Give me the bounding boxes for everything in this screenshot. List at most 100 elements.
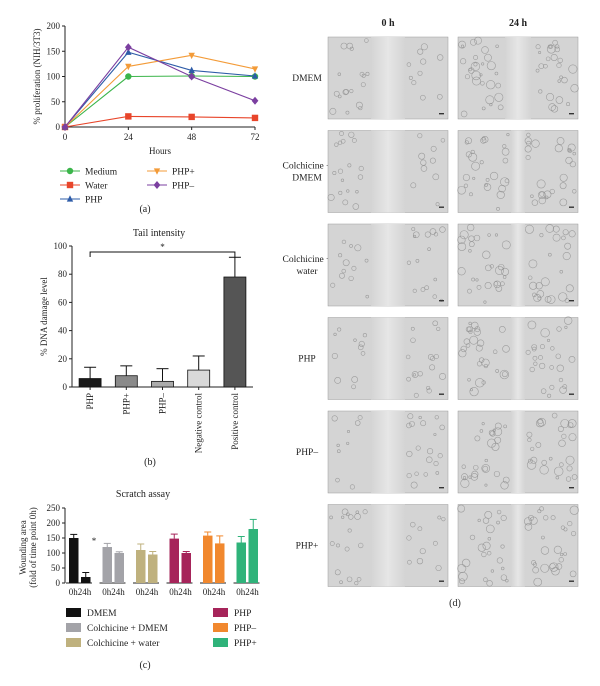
significance-bracket	[89, 251, 236, 257]
cell-speck	[562, 229, 569, 236]
cell-speck	[412, 288, 417, 293]
cell-speck	[410, 521, 416, 528]
bar	[223, 276, 247, 388]
cell-speck	[558, 557, 564, 563]
cell-speck	[348, 275, 354, 281]
cell-speck	[482, 250, 491, 259]
x-group-label: 0h24h	[169, 587, 192, 597]
cell-speck	[482, 517, 490, 524]
cell-speck	[557, 79, 561, 83]
cell-speck	[471, 70, 481, 81]
row-label: DMEM	[292, 74, 322, 84]
cell-speck	[339, 131, 344, 136]
cell-speck	[420, 43, 428, 51]
cell-speck	[499, 369, 510, 380]
cell-speck	[473, 464, 479, 471]
cell-speck	[420, 420, 427, 427]
bar	[169, 538, 179, 583]
cell-speck	[433, 460, 439, 467]
cell-speck	[481, 422, 485, 426]
cell-speck	[566, 102, 571, 107]
cell-speck	[458, 571, 468, 582]
cell-speck	[556, 326, 562, 332]
micrograph-cell	[327, 130, 449, 213]
cell-speck	[406, 473, 412, 479]
cell-speck	[351, 265, 357, 271]
cell-speck	[486, 551, 492, 556]
cell-speck	[486, 61, 496, 71]
cell-speck	[473, 328, 481, 336]
cell-speck	[572, 151, 576, 156]
cell-speck	[461, 558, 471, 568]
cell-speck	[483, 577, 488, 582]
x-tick-label: 72	[251, 132, 260, 142]
cell-speck	[492, 349, 498, 354]
legend-marker	[66, 167, 74, 175]
cell-speck	[494, 92, 504, 102]
cell-speck	[494, 422, 502, 430]
cell-speck	[364, 38, 369, 43]
cell-speck	[536, 290, 545, 298]
cell-speck	[495, 369, 499, 373]
cell-speck	[417, 48, 424, 55]
cell-speck	[532, 355, 538, 361]
cell-speck	[565, 476, 572, 482]
cell-speck	[459, 578, 465, 585]
cell-speck	[420, 159, 427, 166]
cell-speck	[418, 415, 422, 420]
cell-speck	[535, 44, 541, 50]
scale-bar	[439, 206, 444, 208]
y-tick-label: 0	[56, 578, 61, 588]
cell-speck	[354, 581, 359, 586]
cell-speck	[429, 364, 436, 371]
legend-label: PHP–	[234, 624, 256, 634]
x-axis-title: Hours	[149, 146, 171, 156]
cell-speck	[416, 557, 424, 565]
legend-swatch	[66, 638, 81, 647]
panel-c-title: Scratch assay	[116, 489, 170, 500]
y-tick-label: 50	[51, 97, 61, 107]
cell-speck	[463, 183, 468, 188]
cell-speck	[565, 156, 573, 165]
legend-label: Water	[85, 182, 108, 192]
significance-star: *	[92, 536, 97, 546]
cell-speck	[474, 435, 481, 442]
cell-speck	[333, 332, 337, 336]
cell-speck	[531, 199, 539, 206]
cell-speck	[459, 230, 469, 240]
cell-speck	[472, 176, 476, 180]
data-point	[124, 43, 132, 52]
cell-speck	[432, 173, 440, 181]
cell-speck	[473, 55, 479, 60]
cell-speck	[337, 168, 344, 174]
cell-speck	[501, 240, 511, 250]
cell-speck	[531, 344, 538, 351]
scale-bar	[439, 113, 444, 115]
cell-speck	[408, 75, 413, 80]
bar	[151, 380, 174, 388]
cell-speck	[439, 424, 445, 431]
cell-speck	[496, 206, 500, 211]
cell-speck	[546, 338, 551, 342]
legend-label: PHP+	[234, 639, 257, 649]
cell-speck	[360, 351, 366, 356]
cell-speck	[426, 388, 432, 394]
cell-speck	[469, 388, 473, 392]
panel-a-label: (a)	[139, 204, 150, 215]
cell-speck	[500, 177, 510, 187]
cell-speck	[347, 528, 352, 533]
cell-speck	[341, 515, 345, 519]
cell-speck	[561, 76, 568, 84]
cell-speck	[474, 326, 481, 333]
cell-speck	[540, 277, 550, 287]
data-point	[188, 72, 196, 81]
cell-speck	[495, 265, 505, 275]
cell-speck	[549, 384, 555, 390]
cell-speck	[475, 278, 479, 282]
column-header: 0 h	[381, 18, 395, 29]
legend-swatch	[213, 638, 228, 647]
cell-speck	[533, 361, 538, 366]
cell-speck	[420, 58, 427, 65]
bar	[78, 378, 102, 388]
cell-speck	[541, 535, 545, 540]
